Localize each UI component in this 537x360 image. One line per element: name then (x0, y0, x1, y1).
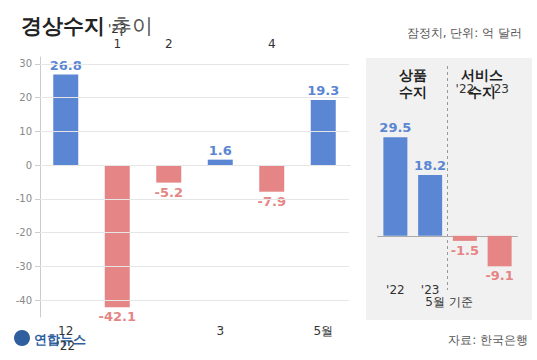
svg-text:수지: 수지 (399, 84, 427, 100)
svg-text:'23: '23 (421, 283, 440, 297)
svg-text:20: 20 (19, 92, 32, 103)
svg-text:-5.2: -5.2 (155, 185, 183, 200)
svg-text:경상수지: 경상수지 (21, 14, 105, 38)
svg-text:-1.5: -1.5 (451, 243, 479, 258)
svg-text:-20: -20 (16, 227, 32, 238)
svg-text:연합뉴스: 연합뉴스 (34, 331, 86, 347)
svg-text:5월: 5월 (313, 324, 333, 338)
svg-text:19.3: 19.3 (307, 83, 339, 98)
svg-text:자료: 한국은행: 자료: 한국은행 (448, 333, 528, 347)
svg-text:-9.1: -9.1 (485, 268, 513, 283)
svg-text:-40: -40 (16, 295, 32, 306)
svg-text:잠정치, 단위: 억 달러: 잠정치, 단위: 억 달러 (407, 26, 522, 40)
svg-text:'23: '23 (490, 82, 509, 96)
svg-text:4: 4 (268, 37, 276, 51)
svg-text:'22: '22 (56, 339, 75, 353)
svg-text:상품: 상품 (399, 67, 427, 83)
svg-text:-42.1: -42.1 (99, 309, 136, 324)
svg-text:'22: '22 (456, 82, 475, 96)
svg-text:-7.9: -7.9 (258, 194, 286, 209)
svg-text:'22: '22 (386, 283, 405, 297)
svg-text:추이: 추이 (111, 14, 153, 38)
svg-text:29.5: 29.5 (379, 120, 411, 135)
svg-text:26.8: 26.8 (50, 58, 82, 73)
svg-text:5월 기준: 5월 기준 (425, 295, 472, 309)
svg-text:서비스: 서비스 (461, 67, 503, 83)
svg-text:12: 12 (58, 324, 73, 338)
svg-text:3: 3 (216, 324, 224, 338)
svg-text:30: 30 (19, 58, 32, 69)
svg-text:1: 1 (113, 37, 121, 51)
svg-text:-30: -30 (16, 261, 32, 272)
svg-text:2: 2 (165, 37, 173, 51)
svg-text:1.6: 1.6 (209, 143, 232, 158)
svg-text:10: 10 (19, 126, 32, 137)
svg-text:18.2: 18.2 (414, 158, 446, 173)
svg-text:0: 0 (26, 160, 32, 171)
svg-text:-10: -10 (16, 193, 32, 204)
